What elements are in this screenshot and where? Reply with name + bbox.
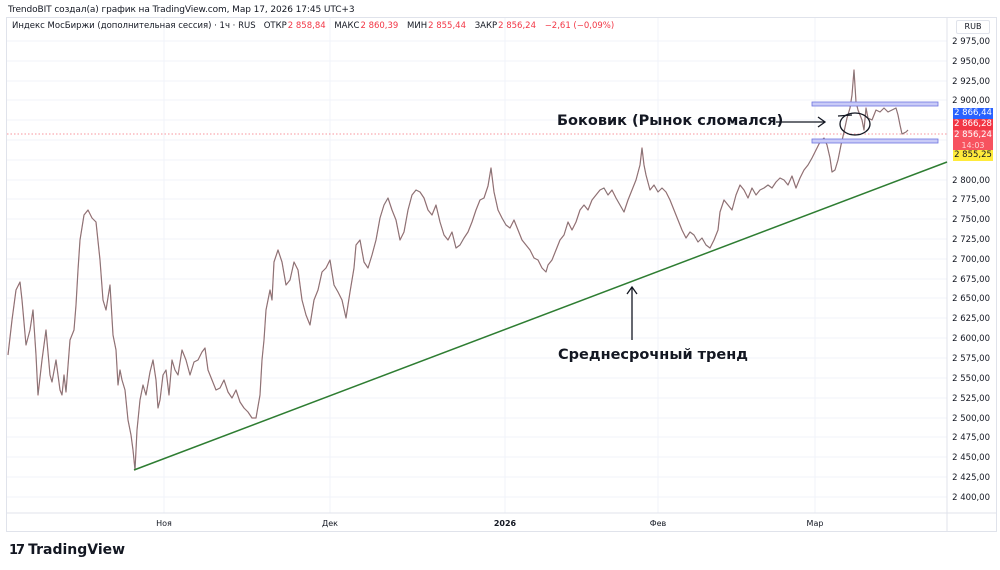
trend-annotation[interactable]: Среднесрочный тренд [558, 347, 748, 363]
close-label: ЗАКР [474, 21, 498, 31]
price-axis[interactable]: 2 975,00 2 950,00 2 925,00 2 900,00 2 80… [952, 37, 990, 503]
x-tick: Дек [322, 519, 338, 528]
countdown-tag: 14:03 [953, 140, 993, 150]
channel-lower[interactable] [811, 138, 939, 144]
y-tick: 2 575,00 [952, 354, 990, 364]
tradingview-logo-icon: 17 [9, 542, 25, 558]
y-tick: 2 775,00 [952, 195, 990, 205]
y-tick: 2 800,00 [952, 176, 990, 186]
y-tick: 2 550,00 [952, 374, 990, 384]
trend-arrow-icon [626, 285, 638, 340]
currency-button[interactable]: RUB [956, 20, 990, 34]
y-tick: 2 425,00 [952, 473, 990, 483]
change-value: −2,61 (−0,09%) [544, 21, 615, 31]
price-tag-last: 2 856,24 [953, 130, 993, 140]
y-tick: 2 525,00 [952, 394, 990, 404]
y-tick: 2 975,00 [952, 37, 990, 47]
y-tick: 2 925,00 [952, 77, 990, 87]
x-tick: Фев [650, 519, 667, 528]
y-tick: 2 750,00 [952, 215, 990, 225]
open-label: ОТКР [263, 21, 287, 31]
x-tick: 2026 [494, 519, 517, 528]
y-tick: 2 900,00 [952, 96, 990, 106]
price-tag-blue: 2 866,44 [953, 108, 993, 119]
chart-caption: TrendoBIT создал(а) график на TradingVie… [8, 5, 355, 15]
vertical-grid [163, 18, 816, 513]
trendline[interactable] [133, 161, 948, 471]
x-tick: Ноя [156, 519, 172, 528]
y-tick: 2 600,00 [952, 334, 990, 344]
y-tick: 2 700,00 [952, 255, 990, 265]
sideways-annotation[interactable]: Боковик (Рынок сломался) [557, 113, 784, 129]
price-tag-yellow: 2 855,25 [953, 150, 993, 161]
symbol-name[interactable]: Индекс МосБиржи (дополнительная сессия) … [12, 21, 256, 31]
y-tick: 2 450,00 [952, 453, 990, 463]
y-tick: 2 725,00 [952, 235, 990, 245]
y-tick: 2 650,00 [952, 294, 990, 304]
open-value: 2 858,84 [287, 21, 326, 31]
y-tick: 2 625,00 [952, 314, 990, 324]
candles [7, 69, 909, 471]
y-tick: 2 400,00 [952, 493, 990, 503]
high-value: 2 860,39 [360, 21, 399, 31]
y-tick: 2 500,00 [952, 414, 990, 424]
symbol-legend[interactable]: Индекс МосБиржи (дополнительная сессия) … [12, 21, 614, 31]
y-tick: 2 675,00 [952, 275, 990, 285]
ellipse-annotation[interactable] [839, 112, 871, 136]
y-tick: 2 475,00 [952, 433, 990, 443]
channel-upper[interactable] [811, 101, 939, 107]
y-tick: 2 950,00 [952, 57, 990, 67]
sideways-arrow-icon [776, 116, 827, 128]
high-label: МАКС [334, 21, 360, 31]
time-axis[interactable]: Ноя Дек 2026 Фев Мар [156, 519, 823, 528]
horizontal-grid [7, 40, 947, 498]
low-label: МИН [407, 21, 428, 31]
x-tick: Мар [807, 519, 824, 528]
low-value: 2 855,44 [428, 21, 466, 31]
price-tag-red: 2 866,28 [953, 119, 993, 130]
tradingview-logo[interactable]: 17 TradingView [9, 542, 125, 558]
close-value: 2 856,24 [498, 21, 536, 31]
tradingview-logo-text: TradingView [28, 542, 126, 558]
